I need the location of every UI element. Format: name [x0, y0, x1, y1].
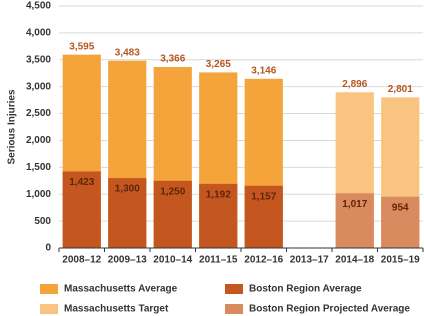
bar: [335, 193, 374, 248]
value-label: 1,157: [251, 191, 276, 202]
y-tick-label: 2,500: [26, 108, 51, 119]
x-tick-label: 2009–13: [108, 255, 147, 266]
y-tick-label: 500: [34, 216, 51, 227]
y-tick-label: 1,500: [26, 162, 51, 173]
x-tick-label: 2014–18: [335, 255, 374, 266]
x-tick-label: 2011–15: [199, 255, 238, 266]
legend-label: Boston Region Average: [249, 284, 362, 295]
value-label: 3,366: [160, 54, 185, 65]
legend-swatch: [225, 304, 243, 314]
y-axis-label: Serious Injuries: [7, 89, 18, 164]
y-tick-label: 3,500: [26, 54, 51, 65]
x-tick-label: 2008–12: [62, 255, 101, 266]
legend-swatch: [40, 304, 58, 314]
value-label: 2,801: [388, 84, 413, 95]
value-label: 954: [392, 202, 409, 213]
legend-swatch: [225, 284, 243, 294]
bar: [199, 183, 238, 248]
value-label: 3,146: [251, 65, 276, 76]
value-label: 1,192: [206, 190, 231, 201]
bar: [381, 196, 420, 248]
value-label: 1,300: [115, 184, 140, 195]
legend-label: Boston Region Projected Average: [249, 304, 410, 315]
value-label: 3,595: [69, 41, 94, 52]
x-tick-label: 2012–16: [244, 255, 283, 266]
legend-label: Massachusetts Average: [64, 284, 178, 295]
x-tick-label: 2010–14: [153, 255, 192, 266]
value-label: 1,017: [342, 199, 367, 210]
y-tick-label: 2,000: [26, 135, 51, 146]
y-tick-label: 4,000: [26, 28, 51, 39]
bar: [108, 178, 147, 248]
value-label: 3,483: [115, 47, 140, 58]
x-tick-label: 2013–17: [290, 255, 329, 266]
bar: [62, 171, 101, 248]
y-tick-label: 1,000: [26, 189, 51, 200]
y-tick-label: 0: [45, 243, 51, 254]
value-label: 1,423: [69, 177, 94, 188]
value-label: 2,896: [342, 79, 367, 90]
bar: [153, 180, 192, 248]
y-tick-label: 3,000: [26, 81, 51, 92]
x-tick-label: 2015–19: [381, 255, 420, 266]
y-tick-label: 4,500: [26, 1, 51, 12]
legend-label: Massachusetts Target: [64, 304, 169, 315]
bar: [244, 185, 283, 248]
legend-swatch: [40, 284, 58, 294]
value-label: 3,265: [206, 59, 231, 70]
value-label: 1,250: [160, 186, 185, 197]
